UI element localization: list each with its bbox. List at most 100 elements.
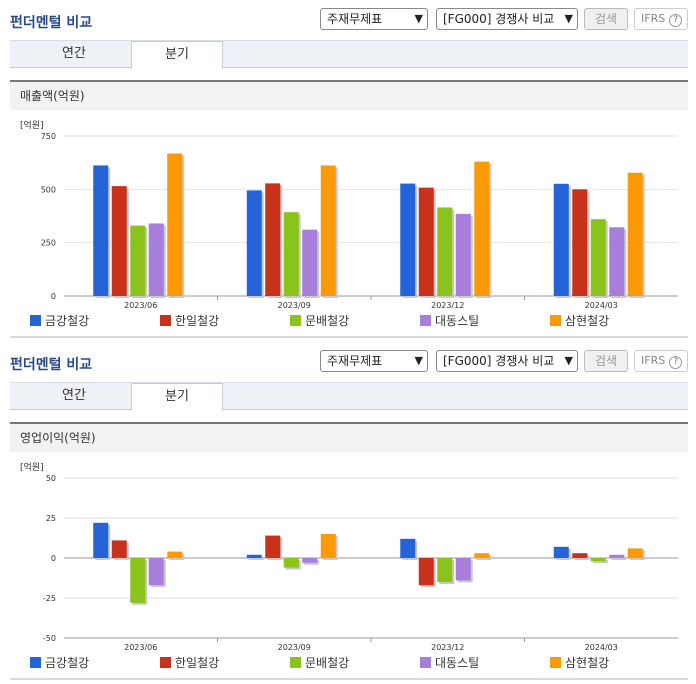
legend-swatch — [30, 657, 41, 668]
statement-select[interactable]: 주재무제표 ▼ — [320, 350, 428, 372]
bar-금강철강-2024-03 — [553, 183, 569, 296]
compare-select-value: [FG000] 경쟁사 비교 — [443, 354, 555, 368]
search-button[interactable]: 검색 — [584, 8, 628, 30]
legend-item-금강철강[interactable]: 금강철강 — [30, 654, 89, 671]
unit-label: [억원] — [20, 463, 44, 473]
metric-title: 영업이익(억원) — [20, 431, 96, 445]
y-tick-label: 750 — [41, 132, 56, 141]
legend-swatch — [160, 657, 171, 668]
bar-대동스틸-2023-12 — [455, 558, 471, 581]
bar-한일철강-2024-03 — [572, 553, 588, 558]
legend: 금강철강 한일철강 문배철강 대동스틸 삼현철강 — [30, 312, 690, 328]
bar-삼현철강-2023-06 — [167, 551, 183, 558]
ifrs-help-button[interactable]: IFRS? — [634, 350, 688, 372]
fundamental-section-1: 펀더멘털 비교 주재무제표 ▼ [FG000] 경쟁사 비교 ▼ 검색 IFRS… — [10, 8, 688, 338]
revenue-chart: [억원] 0 250 500 750 2023/06 2023/09 2023/12 2024… — [10, 112, 688, 337]
legend-swatch — [550, 315, 561, 326]
operating-profit-chart: [억원] -50 -25 0 25 50 2023/06 2023/09 2023/12 202… — [10, 454, 688, 679]
y-tick-label: 0 — [51, 554, 56, 563]
legend-item-대동스틸[interactable]: 대동스틸 — [420, 312, 479, 329]
section-header: 펀더멘털 비교 주재무제표 ▼ [FG000] 경쟁사 비교 ▼ 검색 IFRS… — [0, 342, 696, 376]
compare-select[interactable]: [FG000] 경쟁사 비교 ▼ — [436, 8, 578, 30]
help-icon: ? — [669, 356, 683, 369]
bar-한일철강-2023-12 — [418, 558, 434, 586]
bar-대동스틸-2023-12 — [455, 213, 471, 296]
bar-금강철강-2023-12 — [400, 183, 416, 296]
bar-문배철강-2023-06 — [130, 558, 146, 603]
ifrs-help-button[interactable]: IFRS? — [634, 8, 688, 30]
legend-item-삼현철강[interactable]: 삼현철강 — [550, 654, 609, 671]
bar-shadow — [611, 556, 627, 560]
legend-item-문배철강[interactable]: 문배철강 — [290, 312, 349, 329]
fundamental-section-2: 펀더멘털 비교 주재무제표 ▼ [FG000] 경쟁사 비교 ▼ 검색 IFRS… — [0, 342, 696, 684]
x-tick-label: 2023/09 — [278, 301, 311, 310]
legend-swatch — [160, 315, 171, 326]
statement-select[interactable]: 주재무제표 ▼ — [320, 8, 428, 30]
bar-금강철강-2023-06 — [93, 522, 109, 558]
period-tabs: 연간 분기 — [10, 40, 688, 69]
tab-quarterly[interactable]: 분기 — [131, 383, 223, 411]
y-tick-label: 500 — [41, 185, 56, 194]
revenue-chart-svg: 0 250 500 750 2023/06 2023/09 2023/12 2024/03 — [41, 132, 678, 310]
chevron-down-icon: ▼ — [414, 354, 423, 367]
y-tick-label: 0 — [51, 292, 56, 301]
bar-삼현철강-2023-09 — [320, 534, 336, 558]
legend: 금강철강 한일철강 문배철강 대동스틸 삼현철강 — [30, 654, 690, 670]
legend-swatch — [420, 657, 431, 668]
bar-삼현철강-2023-12 — [474, 553, 490, 558]
legend-swatch — [420, 315, 431, 326]
x-tick-label: 2023/06 — [124, 301, 157, 310]
bar-금강철강-2024-03 — [553, 546, 569, 558]
legend-item-금강철강[interactable]: 금강철강 — [30, 312, 89, 329]
y-tick-label: 25 — [46, 514, 56, 523]
operating-profit-chart-svg: -50 -25 0 25 50 2023/06 2023/09 2023/12 2024/03 — [43, 474, 678, 652]
bar-금강철강-2023-09 — [246, 554, 262, 558]
y-tick-label: 250 — [41, 239, 56, 248]
bar-대동스틸-2023-06 — [148, 558, 164, 586]
legend-item-대동스틸[interactable]: 대동스틸 — [420, 654, 479, 671]
bar-삼현철강-2024-03 — [627, 548, 643, 558]
legend-swatch — [30, 315, 41, 326]
statement-select-value: 주재무제표 — [327, 354, 383, 368]
chevron-down-icon: ▼ — [564, 12, 573, 25]
metric-title-bar: 매출액(억원) — [10, 80, 688, 110]
x-tick-label: 2024/03 — [585, 643, 618, 652]
y-tick-label: -50 — [43, 634, 56, 643]
legend-item-한일철강[interactable]: 한일철강 — [160, 312, 219, 329]
search-button[interactable]: 검색 — [584, 350, 628, 372]
help-icon: ? — [669, 14, 683, 27]
divider — [10, 336, 688, 338]
bar-삼현철강-2023-06 — [167, 153, 183, 296]
ifrs-label: IFRS — [641, 12, 666, 25]
bar-한일철강-2023-06 — [111, 540, 127, 558]
legend-label: 문배철강 — [305, 656, 350, 670]
chevron-down-icon: ▼ — [414, 12, 423, 25]
bar-삼현철강-2023-12 — [474, 161, 490, 296]
bar-삼현철강-2024-03 — [627, 172, 643, 296]
chevron-down-icon: ▼ — [564, 354, 573, 367]
tab-annual[interactable]: 연간 — [62, 46, 86, 61]
bar-shadow — [248, 556, 264, 560]
bar-한일철강-2024-03 — [572, 189, 588, 296]
bar-한일철강-2023-06 — [111, 186, 127, 296]
tab-annual[interactable]: 연간 — [62, 388, 86, 403]
metric-title-bar: 영업이익(억원) — [10, 422, 688, 452]
legend-label: 대동스틸 — [435, 314, 480, 328]
section-title: 펀더멘털 비교 — [10, 357, 93, 373]
legend-item-문배철강[interactable]: 문배철강 — [290, 654, 349, 671]
bar-대동스틸-2024-03 — [609, 554, 625, 558]
legend-item-한일철강[interactable]: 한일철강 — [160, 654, 219, 671]
legend-label: 삼현철강 — [565, 656, 610, 670]
bar-문배철강-2023-12 — [437, 558, 453, 582]
x-tick-label: 2023/12 — [431, 301, 464, 310]
tab-quarterly[interactable]: 분기 — [131, 41, 223, 69]
x-tick-label: 2024/03 — [585, 301, 618, 310]
divider — [10, 678, 688, 680]
compare-select[interactable]: [FG000] 경쟁사 비교 ▼ — [436, 350, 578, 372]
legend-item-삼현철강[interactable]: 삼현철강 — [550, 312, 609, 329]
x-tick-label: 2023/06 — [124, 643, 157, 652]
bar-대동스틸-2023-09 — [302, 229, 318, 296]
statement-select-value: 주재무제표 — [327, 12, 383, 26]
y-tick-label: 50 — [46, 474, 56, 483]
bar-문배철강-2024-03 — [590, 219, 606, 296]
